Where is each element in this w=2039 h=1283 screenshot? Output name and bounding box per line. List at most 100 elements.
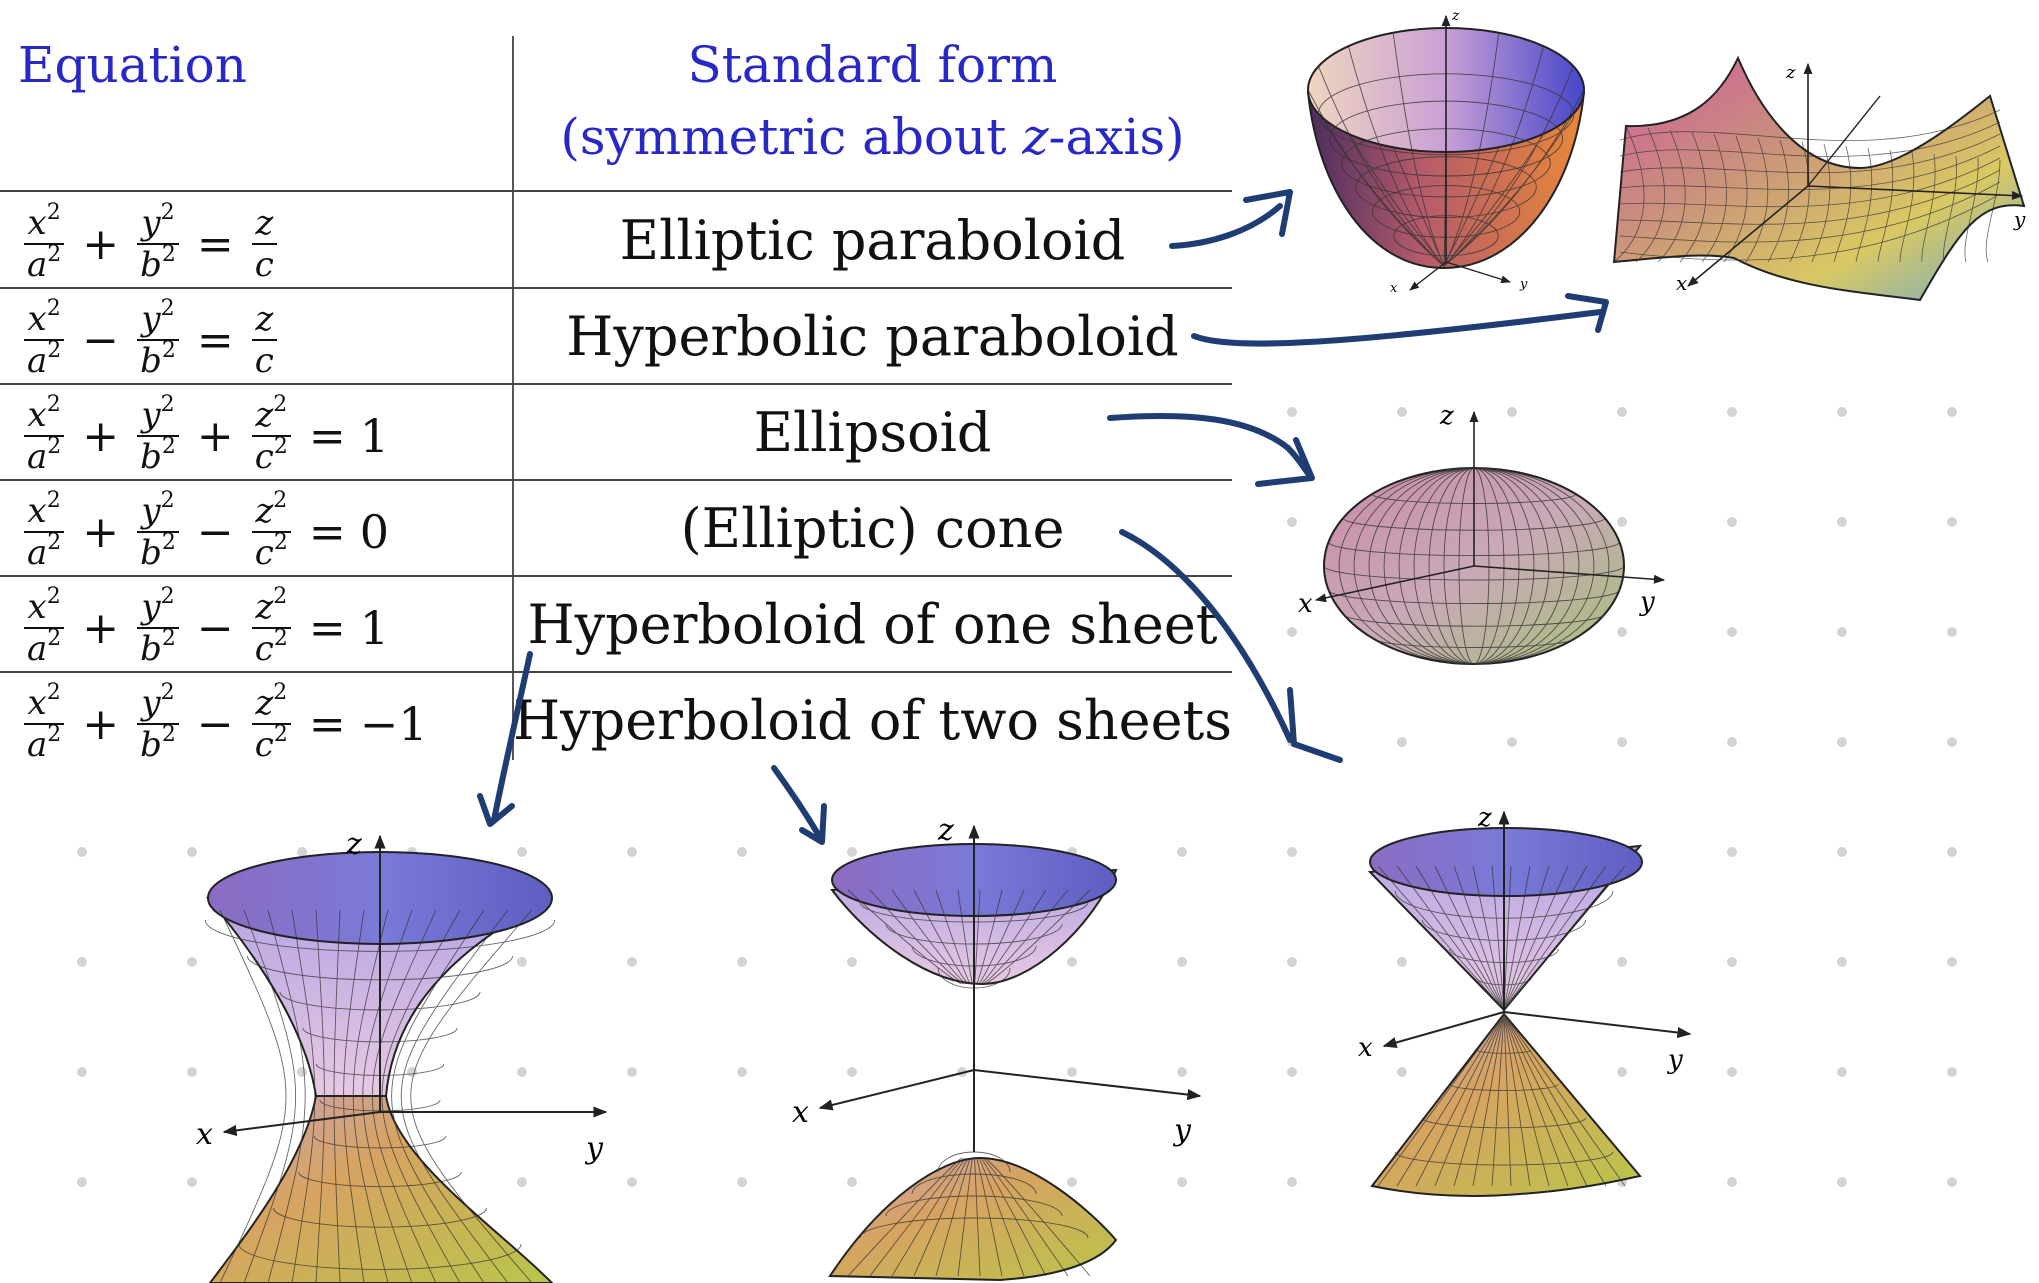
mesh-line — [1443, 89, 1585, 267]
mesh-line — [1394, 1151, 1614, 1166]
grid-dot — [627, 957, 637, 967]
grid-dot — [1947, 957, 1957, 967]
mesh-line — [343, 909, 365, 1283]
grid-dot — [1617, 737, 1627, 747]
mesh-line — [1943, 155, 1957, 263]
operator: = — [196, 218, 234, 270]
grid-dot — [1617, 627, 1627, 637]
mesh-line — [1318, 113, 1445, 267]
grid-dot — [1397, 1067, 1407, 1077]
operator: = — [308, 698, 346, 750]
mesh-line — [372, 909, 437, 1283]
mesh-line — [1635, 127, 1665, 263]
grid-dot — [1837, 407, 1847, 417]
mesh-line — [957, 889, 973, 985]
mesh-line — [985, 1157, 1091, 1277]
mesh-line — [1723, 135, 1748, 263]
grid-dot — [1177, 957, 1187, 967]
mesh-line — [1679, 131, 1707, 263]
arrow-ellipsoid — [1107, 412, 1315, 487]
mesh-line — [891, 889, 967, 985]
grid-dot — [77, 957, 87, 967]
axis-label-x: x — [1676, 271, 1687, 295]
grid-dot — [1397, 737, 1407, 747]
grid-dot — [187, 957, 197, 967]
grid-dot — [1947, 1177, 1957, 1187]
grid-dot — [517, 1177, 527, 1187]
mesh-line — [1619, 181, 2001, 243]
mesh-line — [974, 1157, 981, 1277]
mesh-line — [980, 1157, 1047, 1277]
mesh-line — [1964, 157, 1979, 263]
mesh-line — [1767, 139, 1789, 263]
mesh-line — [1434, 1013, 1505, 1187]
mesh-line — [1341, 128, 1551, 198]
grid-dot — [1177, 1177, 1187, 1187]
grid-dot — [77, 847, 87, 857]
mesh-line — [1371, 184, 1521, 239]
grid-dot — [1947, 737, 1957, 747]
operator: − — [196, 698, 234, 750]
mesh-line — [400, 909, 509, 1283]
cone-lower — [1370, 1012, 1642, 1197]
mesh-line — [1377, 865, 1505, 1011]
grid-dot — [737, 847, 747, 857]
mesh-line — [291, 909, 316, 1283]
grid-dot — [1067, 1067, 1077, 1077]
grid-dot — [1617, 407, 1627, 417]
fraction: y2 b2 — [137, 682, 179, 762]
mesh-line — [1855, 147, 1873, 263]
mesh-line — [1392, 32, 1445, 267]
axis-label-x: x — [196, 1117, 213, 1152]
arrow-elliptic-paraboloid — [1169, 189, 1293, 249]
mesh-line — [983, 1157, 1069, 1277]
mesh-line — [1371, 637, 1577, 648]
grid-dot — [1507, 737, 1517, 747]
mesh-line — [1443, 147, 1500, 267]
mesh-line — [381, 909, 461, 1283]
mesh-line — [1472, 865, 1505, 1011]
mesh-line — [1348, 133, 1445, 267]
mesh-line — [913, 1157, 969, 1277]
grid-dot — [847, 957, 857, 967]
grid-dot — [737, 1067, 747, 1077]
grid-dot — [1837, 627, 1847, 637]
mesh-line — [1503, 865, 1626, 1011]
mesh-line — [333, 909, 341, 1283]
fraction: y2 b2 — [137, 490, 179, 570]
surface-name: Hyperboloid of two sheets — [513, 688, 1232, 752]
grid-dot — [187, 847, 197, 857]
grid-dot — [1617, 517, 1627, 527]
grid-dot — [517, 957, 527, 967]
table-row: x2 a2− y2 b2 = z c Hyperbolic paraboloid — [0, 288, 1232, 384]
mesh-line — [1619, 133, 2001, 174]
grid-dot — [1837, 1177, 1847, 1187]
mesh-line — [980, 889, 1047, 985]
mesh-line — [978, 889, 1025, 985]
grid-dot — [1837, 1067, 1847, 1077]
axis-label-y: y — [1667, 1045, 1683, 1075]
equation-rhs: 1 — [359, 601, 389, 655]
equation-rhs: 1 — [359, 409, 389, 463]
grid-dot — [1837, 957, 1847, 967]
mesh-line — [1393, 215, 1499, 257]
mesh-line — [1503, 1013, 1588, 1187]
mesh-line — [911, 1173, 1037, 1195]
mesh-line — [976, 889, 1003, 985]
grid-dot — [1287, 1177, 1297, 1187]
grid-dot — [1397, 957, 1407, 967]
mesh-line — [1619, 157, 2001, 208]
grid-dot — [1947, 517, 1957, 527]
operator: − — [196, 602, 234, 654]
mesh-line — [1453, 865, 1505, 1011]
grid-dot — [1727, 957, 1737, 967]
mesh-line — [1443, 113, 1574, 267]
fraction: x2 a2 — [24, 298, 65, 378]
grid-dot — [1287, 957, 1297, 967]
axis-label-y: y — [1639, 587, 1655, 617]
equation-rhs: −1 — [359, 697, 428, 751]
mesh-line — [1619, 121, 2001, 157]
equation-cell: x2 a2 + y2 b2− z2 c2 = 1 — [20, 584, 389, 672]
fraction: z2 c2 — [251, 394, 291, 474]
